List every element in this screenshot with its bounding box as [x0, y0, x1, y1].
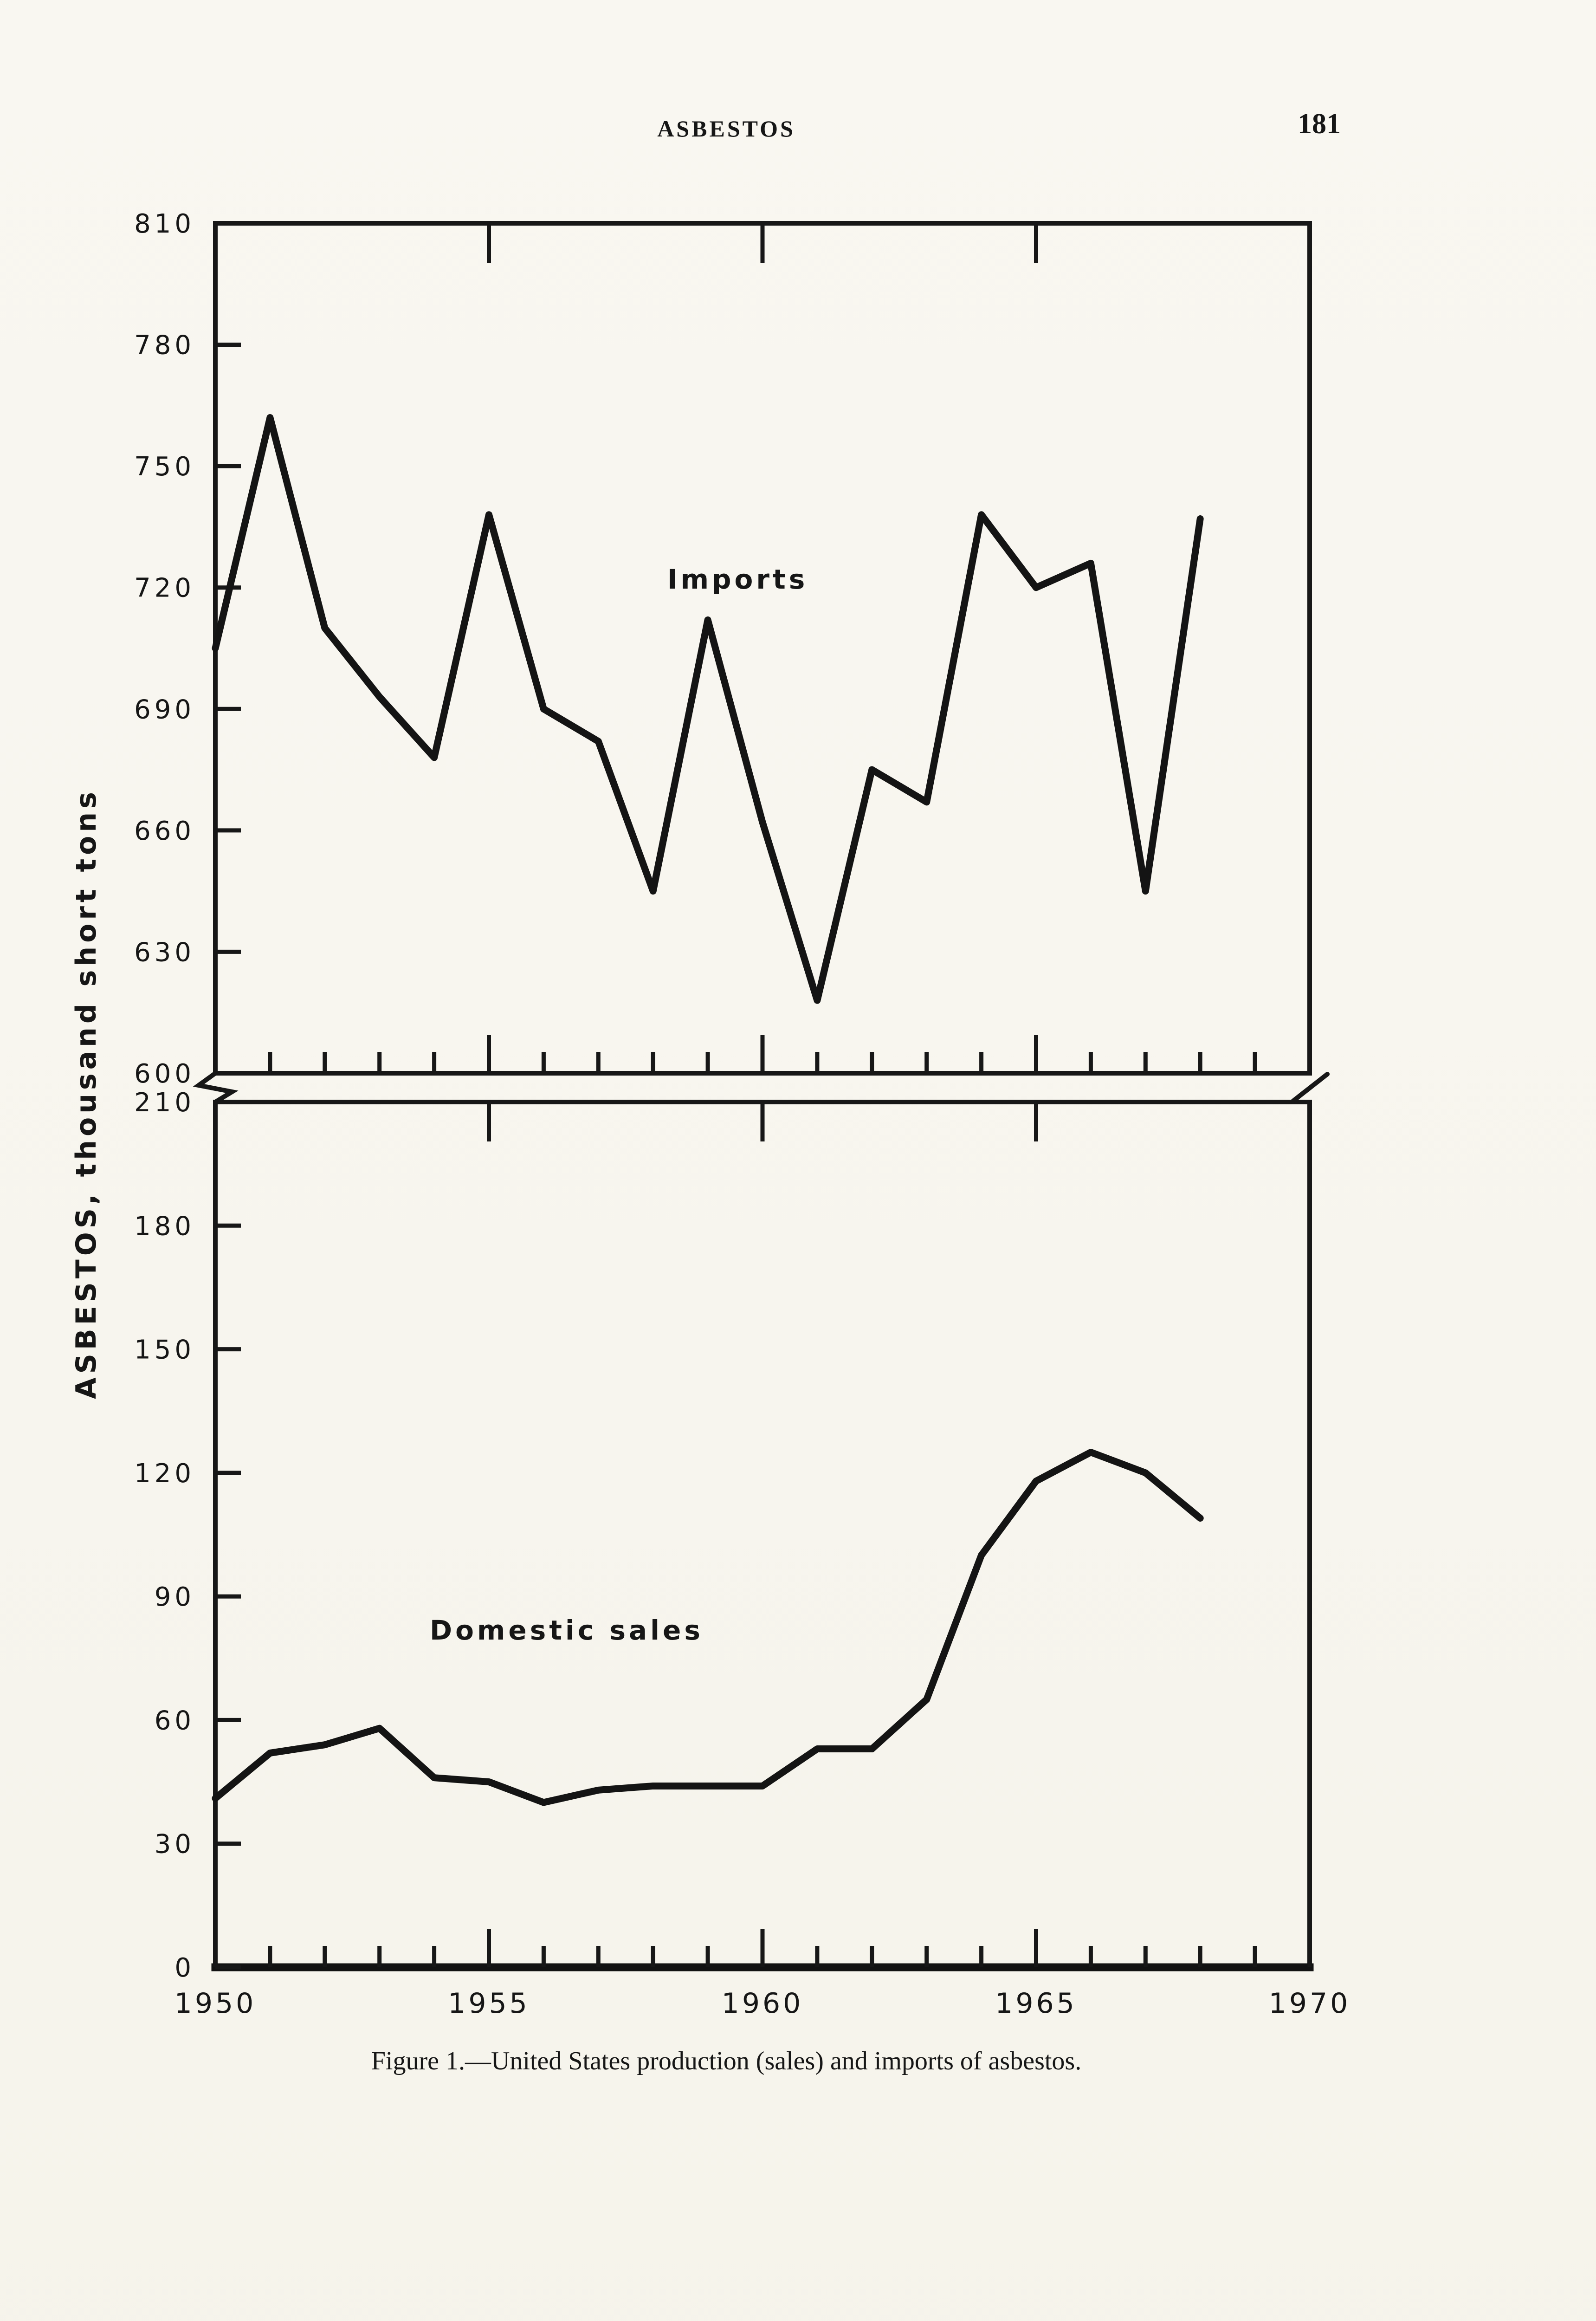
y-tick-label: 720	[134, 573, 195, 603]
domestic-sales-series-label: Domestic sales	[430, 1614, 704, 1646]
axis-break-left	[193, 1071, 239, 1104]
y-tick-label: 120	[134, 1459, 195, 1489]
x-tick-label: 1955	[448, 1987, 530, 2020]
y-axis-label: ASBESTOS, thousand short tons	[70, 788, 103, 1399]
y-tick-label: 780	[134, 331, 195, 361]
running-head: ASBESTOS	[657, 116, 795, 142]
y-tick-label: 30	[155, 1829, 195, 1860]
y-tick-label: 690	[134, 694, 195, 725]
y-tick-label: 60	[155, 1705, 195, 1736]
x-tick-label: 1950	[174, 1987, 257, 2020]
y-tick-label: 90	[155, 1582, 195, 1612]
y-tick-label: 810	[134, 209, 195, 239]
imports-series-label: Imports	[667, 564, 808, 595]
y-tick-label: 150	[134, 1335, 195, 1365]
figure-caption: Figure 1.—United States production (sale…	[371, 2047, 1082, 2075]
y-tick-label: 210	[134, 1088, 195, 1118]
y-tick-label: 630	[134, 937, 195, 967]
page-number: 181	[1298, 108, 1341, 140]
y-tick-label: 180	[134, 1211, 195, 1241]
y-tick-label: 660	[134, 816, 195, 846]
imports-line	[212, 414, 1204, 1004]
x-tick-label: 1965	[995, 1987, 1077, 2020]
chart-axes-and-series: 600 630 660 690 720 750 780 810 0 30 60 90 120 150 180…	[134, 209, 1351, 2020]
x-tick-label: 1960	[722, 1987, 804, 2020]
y-tick-label: 0	[174, 1953, 195, 1983]
y-tick-label: 600	[134, 1059, 195, 1089]
x-tick-label: 1970	[1269, 1987, 1351, 2020]
y-tick-label: 750	[134, 452, 195, 482]
axis-break-right	[1291, 1072, 1330, 1103]
domestic-sales-line	[212, 1448, 1204, 1806]
